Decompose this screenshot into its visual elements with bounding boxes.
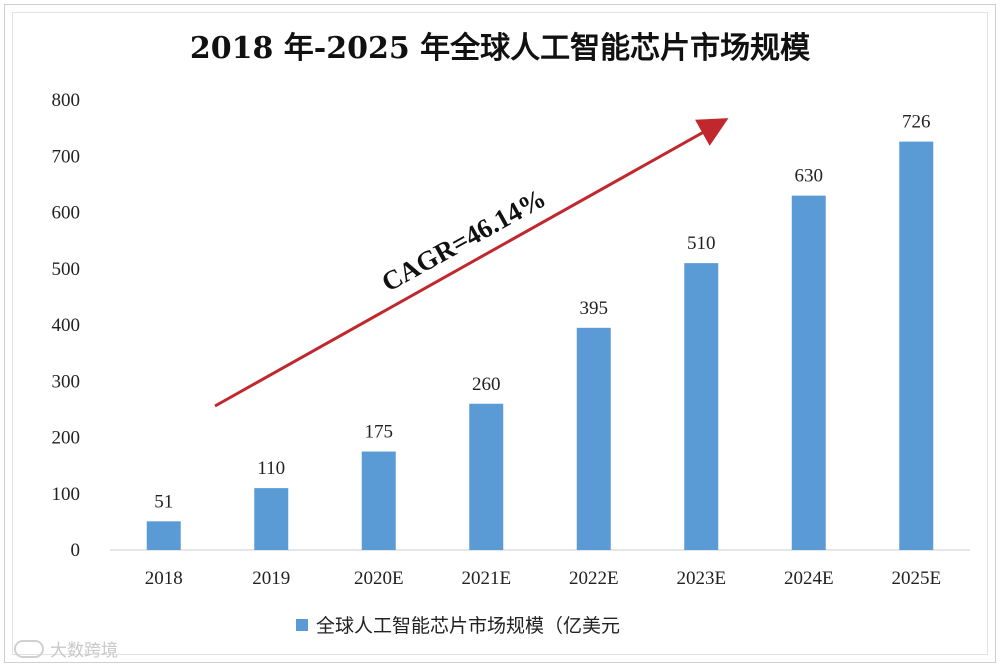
chart-title: 2018 年-2025 年全球人工智能芯片市场规模 xyxy=(190,31,810,66)
data-label-2023E: 510 xyxy=(687,233,716,254)
x-axis: 2018 2019 2020E 2021E 2022E 2023E 2024E 2025E xyxy=(145,568,941,589)
data-labels: 51 110 175 260 395 510 630 726 xyxy=(154,112,930,513)
watermark-logo-icon xyxy=(14,639,44,658)
y-tick-label: 400 xyxy=(52,315,81,336)
bar-2024E xyxy=(791,195,826,550)
data-label-2020E: 175 xyxy=(365,422,394,443)
bar-2021E xyxy=(469,403,504,550)
legend: 全球人工智能芯片市场规模（亿美元 xyxy=(296,615,620,637)
outer-frame xyxy=(4,4,996,663)
bar-2023E xyxy=(684,263,719,550)
bar-2022E xyxy=(576,327,611,550)
y-tick-label: 100 xyxy=(52,484,81,505)
data-label-2022E: 395 xyxy=(580,298,609,319)
y-tick-label: 300 xyxy=(52,371,81,392)
data-label-2019: 110 xyxy=(257,458,285,479)
bar-2020E xyxy=(361,451,396,550)
watermark: 大数跨境 xyxy=(14,636,118,661)
cagr-arrow xyxy=(214,118,729,408)
bar-2018 xyxy=(146,521,181,550)
x-tick-label: 2024E xyxy=(784,568,834,589)
y-tick-label: 200 xyxy=(52,428,81,449)
bar-series xyxy=(146,141,934,550)
bar-2019 xyxy=(254,488,289,550)
x-tick-label: 2018 xyxy=(145,568,183,589)
data-label-2024E: 630 xyxy=(795,166,824,187)
y-axis: 0 100 200 300 400 500 600 700 800 xyxy=(52,90,81,561)
watermark-text: 大数跨境 xyxy=(50,641,118,661)
y-tick-label: 700 xyxy=(52,146,81,167)
y-tick-label: 500 xyxy=(52,259,81,280)
legend-label: 全球人工智能芯片市场规模（亿美元 xyxy=(316,615,620,637)
cagr-annotation: CAGR=46.14% xyxy=(376,183,550,298)
y-tick-label: 800 xyxy=(52,90,81,111)
data-label-2025E: 726 xyxy=(902,112,931,133)
x-tick-label: 2019 xyxy=(252,568,290,589)
data-label-2018: 51 xyxy=(154,491,173,512)
legend-swatch xyxy=(296,619,308,631)
data-label-2021E: 260 xyxy=(472,374,501,395)
x-tick-label: 2023E xyxy=(676,568,726,589)
x-tick-label: 2025E xyxy=(891,568,941,589)
x-tick-label: 2020E xyxy=(354,568,404,589)
inner-frame xyxy=(12,12,988,655)
bar-2025E xyxy=(899,141,934,550)
x-tick-label: 2021E xyxy=(461,568,511,589)
x-tick-label: 2022E xyxy=(569,568,619,589)
y-tick-label: 600 xyxy=(52,203,81,224)
y-tick-label: 0 xyxy=(71,540,81,561)
